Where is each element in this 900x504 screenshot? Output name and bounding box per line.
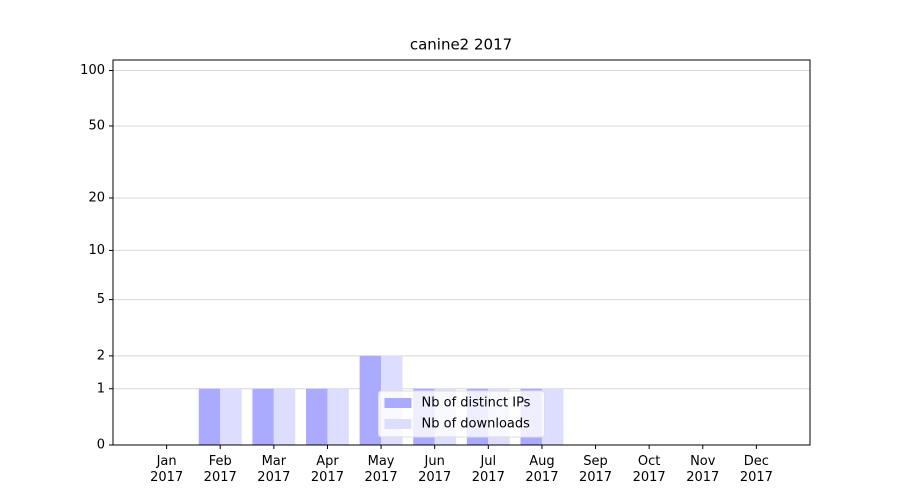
x-tick-label: Jun 2017 (418, 454, 451, 485)
y-tick-label: 10 (88, 243, 105, 258)
x-tick-label: Sep 2017 (579, 454, 612, 485)
y-tick-label: 0 (97, 438, 105, 453)
legend: Nb of distinct IPs Nb of downloads (378, 390, 545, 438)
legend-label: Nb of distinct IPs (422, 396, 531, 411)
y-tick-label: 2 (97, 348, 105, 363)
bar (306, 388, 328, 445)
y-tick-label: 50 (88, 118, 105, 133)
legend-swatch (384, 419, 412, 429)
legend-box (378, 390, 545, 438)
bar (359, 355, 382, 445)
y-tick-label: 20 (88, 190, 105, 205)
x-tick-label: Jan 2017 (150, 454, 183, 485)
bar (327, 388, 349, 445)
x-tick-label: Oct 2017 (633, 454, 666, 485)
bar (273, 388, 296, 445)
x-tick-label: Feb 2017 (204, 454, 237, 485)
x-tick-label: Jul 2017 (472, 454, 505, 485)
bar (541, 388, 564, 445)
y-tick-label: 5 (97, 292, 105, 307)
plot-frame (112, 59, 811, 446)
x-tick-label: Aug 2017 (525, 454, 558, 485)
x-tick-label: May 2017 (365, 454, 398, 485)
x-tick-label: Mar 2017 (257, 454, 290, 485)
y-tick-label: 1 (97, 381, 105, 396)
bar (252, 388, 274, 445)
bar (220, 388, 242, 445)
x-tick-label: Dec 2017 (740, 454, 773, 485)
legend-label: Nb of downloads (422, 417, 531, 432)
x-tick-label: Nov 2017 (686, 454, 719, 485)
x-tick-label: Apr 2017 (311, 454, 344, 485)
y-tick-label: 100 (80, 63, 105, 78)
bar (198, 388, 221, 445)
chart-title: canine2 2017 (410, 36, 512, 54)
legend-swatch (384, 398, 412, 408)
